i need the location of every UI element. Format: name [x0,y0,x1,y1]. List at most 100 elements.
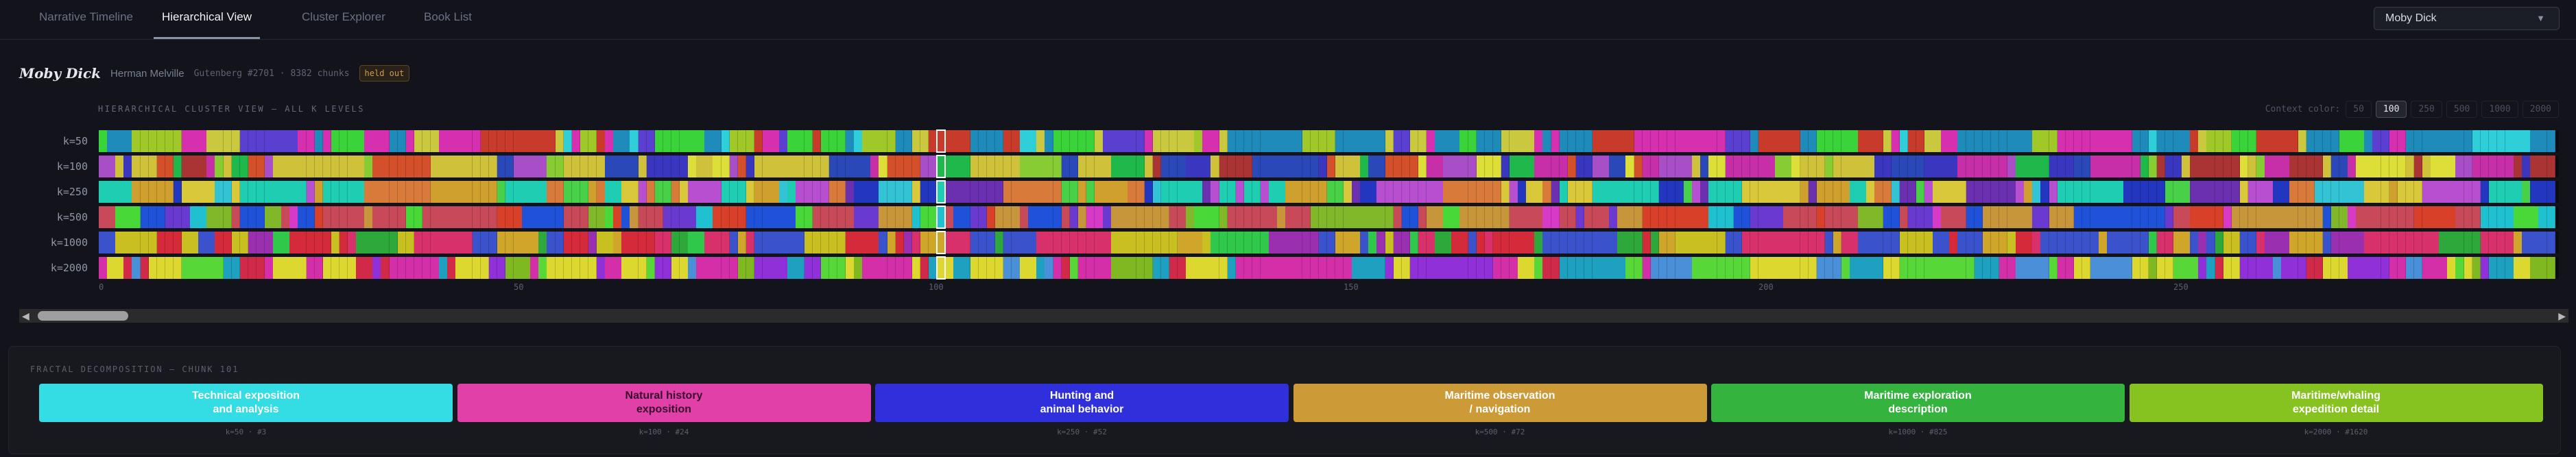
chunk-cell[interactable] [314,181,324,203]
chunk-cell[interactable] [2140,257,2149,279]
chunk-cell[interactable] [2256,232,2265,254]
chunk-cell[interactable] [1933,156,1942,177]
chunk-cell[interactable] [1235,206,1245,228]
chunk-cell[interactable] [2273,206,2282,228]
chunk-cell[interactable] [505,232,514,254]
chunk-cell[interactable] [1492,232,1502,254]
chunk-cell[interactable] [1293,181,1302,203]
chunk-cell[interactable] [1750,232,1759,254]
chunk-cell[interactable] [1194,181,1203,203]
chunk-cell[interactable] [1708,257,1717,279]
chunk-cell[interactable] [571,181,581,203]
chunk-cell[interactable] [1293,232,1302,254]
chunk-cell[interactable] [2057,156,2066,177]
chunk-cell[interactable] [1335,130,1344,152]
chunk-cell[interactable] [2538,232,2547,254]
chunk-cell[interactable] [1684,206,1693,228]
chunk-cell[interactable] [1733,206,1743,228]
chunk-cell[interactable] [1095,206,1104,228]
chunk-cell[interactable] [646,130,656,152]
chunk-cell[interactable] [422,156,431,177]
chunk-cell[interactable] [1551,181,1560,203]
chunk-cell[interactable] [2049,206,2058,228]
chunk-cell[interactable] [1409,232,1419,254]
chunk-cell[interactable] [953,232,962,254]
chunk-cell[interactable] [2090,232,2099,254]
chunk-cell[interactable] [1227,156,1237,177]
chunk-cell[interactable] [1700,130,1709,152]
chunk-cell[interactable] [2547,156,2556,177]
chunk-cell[interactable] [2016,257,2025,279]
chunk-cell[interactable] [2007,232,2016,254]
chunk-cell[interactable] [1684,156,1693,177]
chunk-cell[interactable] [571,130,581,152]
chunk-cell[interactable] [2397,206,2407,228]
chunk-cell[interactable] [654,181,664,203]
chunk-cell[interactable] [1526,206,1535,228]
chunk-cell[interactable] [1800,130,1809,152]
chunk-cell[interactable] [1518,156,1527,177]
chunk-cell[interactable] [2413,232,2423,254]
chunk-cell[interactable] [107,156,116,177]
chunk-cell[interactable] [2239,206,2249,228]
chunk-cell[interactable] [522,206,531,228]
chunk-cell[interactable] [2115,257,2124,279]
chunk-cell[interactable] [1111,156,1120,177]
chunk-cell[interactable] [1758,181,1767,203]
chunk-cell[interactable] [895,257,905,279]
chunk-cell[interactable] [165,156,174,177]
chunk-cell[interactable] [439,206,448,228]
chunk-cell[interactable] [2164,181,2174,203]
chunk-cell[interactable] [729,232,739,254]
chunk-cell[interactable] [1791,232,1800,254]
chunk-cell[interactable] [1368,257,1377,279]
chunk-cell[interactable] [1907,206,1917,228]
chunk-cell[interactable] [2140,232,2149,254]
chunk-cell[interactable] [1169,130,1178,152]
chunk-cell[interactable] [1758,206,1767,228]
chunk-cell[interactable] [654,130,664,152]
chunk-cell[interactable] [820,232,830,254]
chunk-cell[interactable] [1012,156,1021,177]
chunk-cell[interactable] [870,181,879,203]
chunk-cell[interactable] [505,257,514,279]
chunk-cell[interactable] [514,181,523,203]
chunk-cell[interactable] [289,130,298,152]
chunk-cell[interactable] [1252,130,1261,152]
chunk-cell[interactable] [1858,181,1867,203]
chunk-cell[interactable] [397,206,407,228]
chunk-cell[interactable] [1551,206,1560,228]
chunk-cell[interactable] [1368,130,1377,152]
chunk-cell[interactable] [763,130,772,152]
chunk-cell[interactable] [920,156,929,177]
chunk-cell[interactable] [630,232,639,254]
chunk-cell[interactable] [895,130,905,152]
chunk-cell[interactable] [2522,257,2531,279]
chunk-cell[interactable] [488,232,498,254]
chunk-cell[interactable] [2314,181,2324,203]
chunk-cell[interactable] [962,206,970,228]
chunk-cell[interactable] [1758,156,1767,177]
chunk-cell[interactable] [198,130,207,152]
chunk-cell[interactable] [588,181,597,203]
chunk-cell[interactable] [2439,156,2448,177]
chunk-cell[interactable] [688,206,697,228]
chunk-cell[interactable] [348,206,357,228]
chunk-cell[interactable] [1376,156,1385,177]
chunk-cell[interactable] [1949,156,1958,177]
chunk-cell[interactable] [115,156,124,177]
chunk-cell[interactable] [837,232,846,254]
chunk-cell[interactable] [1061,206,1071,228]
chunk-cell[interactable] [2107,130,2116,152]
chunk-cell[interactable] [994,181,1004,203]
chunk-cell[interactable] [779,156,788,177]
chunk-cell[interactable] [2472,206,2481,228]
chunk-cell[interactable] [1841,257,1850,279]
chunk-cell[interactable] [1028,130,1037,152]
chunk-cell[interactable] [2356,181,2365,203]
chunk-cell[interactable] [1692,156,1701,177]
chunk-cell[interactable] [248,257,257,279]
chunk-cell[interactable] [2182,206,2191,228]
chunk-cell[interactable] [256,181,265,203]
chunk-cell[interactable] [970,156,979,177]
